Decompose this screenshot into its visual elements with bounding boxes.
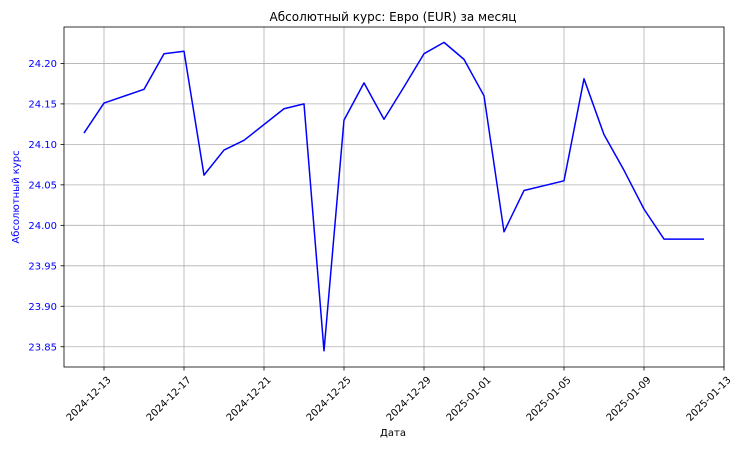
x-tick-label: 2024-12-13 bbox=[65, 375, 114, 424]
y-tick-label: 24.10 bbox=[28, 140, 57, 151]
x-tick-label: 2025-01-05 bbox=[525, 375, 574, 424]
chart-title: Абсолютный курс: Евро (EUR) за месяц bbox=[270, 10, 517, 24]
x-tick-label: 2024-12-17 bbox=[145, 375, 194, 424]
x-tick-label: 2025-01-13 bbox=[685, 375, 734, 424]
series-line bbox=[83, 41, 704, 352]
x-axis-label: Дата bbox=[380, 428, 406, 439]
y-axis-ticks: 23.85 23.90 23.95 24.00 24.05 24.10 24.15 24.20 bbox=[28, 59, 64, 353]
x-tick-label: 2025-01-09 bbox=[605, 375, 654, 424]
plot-frame bbox=[63, 26, 725, 368]
x-tick-label: 2024-12-21 bbox=[225, 375, 274, 424]
y-tick-label: 24.05 bbox=[28, 180, 57, 191]
plot-area bbox=[64, 27, 724, 367]
x-tick-label: 2024-12-29 bbox=[385, 375, 434, 424]
series-layer bbox=[83, 41, 704, 352]
y-tick-label: 24.15 bbox=[28, 99, 57, 110]
x-axis-ticks: 2024-12-13 2024-12-17 2024-12-21 2024-12-25… bbox=[65, 367, 734, 424]
y-tick-label: 23.95 bbox=[28, 261, 57, 272]
grid bbox=[64, 27, 725, 367]
y-tick-label: 23.85 bbox=[28, 342, 57, 353]
x-tick-label: 2024-12-25 bbox=[305, 375, 354, 424]
y-tick-label: 23.90 bbox=[28, 302, 57, 313]
y-tick-label: 24.00 bbox=[28, 221, 57, 232]
y-axis-label: Абсолютный курс bbox=[11, 150, 22, 243]
x-tick-label: 2025-01-01 bbox=[445, 375, 494, 424]
y-tick-label: 24.20 bbox=[28, 59, 57, 70]
